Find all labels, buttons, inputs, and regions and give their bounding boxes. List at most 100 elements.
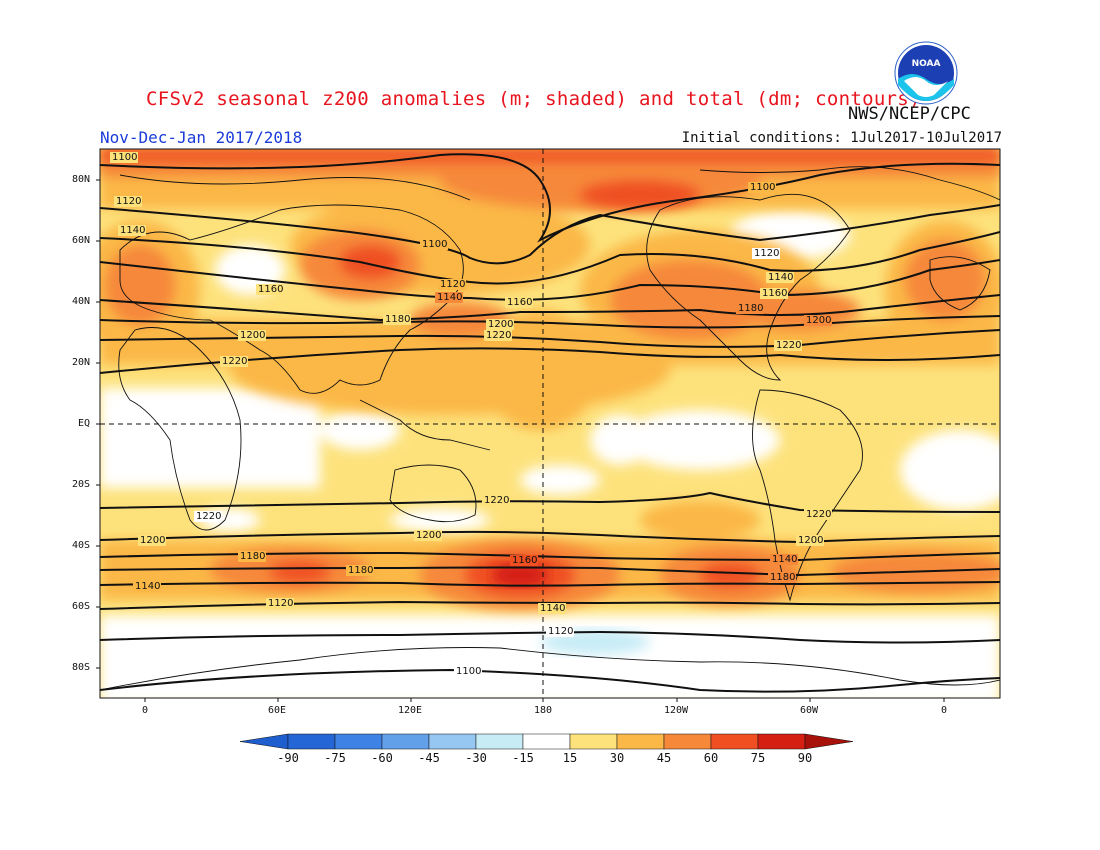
svg-text:1160: 1160 [512,555,537,566]
contour-label: 1140 [766,272,794,283]
contour-label: 1220 [220,356,248,367]
contour-label: 1220 [482,495,510,506]
contour-label: 1120 [546,626,574,637]
contour-label: 1220 [194,511,222,522]
svg-text:1200: 1200 [416,530,441,541]
lat-label: 80S [72,662,91,673]
contour-label: 1100 [420,239,448,250]
contour-label: 1200 [796,535,824,546]
colorbar-label: 30 [609,751,625,765]
svg-text:1200: 1200 [488,319,513,330]
contour-label: 1200 [138,535,166,546]
lon-label: 0 [941,705,948,716]
svg-text:1220: 1220 [222,356,247,367]
contour-label: 1160 [510,555,538,566]
contour-label: 1200 [414,530,442,541]
contour-label: 1120 [752,248,780,259]
colorbar-label: -45 [418,751,440,765]
svg-text:1120: 1120 [754,248,779,259]
contour-label: 1200 [486,319,514,330]
svg-text:1220: 1220 [484,495,509,506]
contour-label: 1160 [505,297,533,308]
contour-label: 1180 [768,572,796,583]
colorbar-label: -90 [277,751,299,765]
svg-text:1140: 1140 [120,225,145,236]
contour-label: 1220 [484,330,512,341]
shaded-anomalies [100,149,1000,698]
lat-label: 20N [72,357,91,368]
contour-label: 1180 [736,303,764,314]
colorbar-swatch [663,733,712,750]
colorbar-label: -60 [371,751,393,765]
colorbar-label: 15 [562,751,578,765]
contour-label: 1120 [266,598,294,609]
lon-label: 60W [800,705,819,716]
contour-label-group: 1100 1120 1140 1160 1180 1200 1220 1220 … [110,152,832,677]
lon-label: 120E [398,705,423,716]
colorbar-low-arrow [239,733,289,750]
colorbar-swatch [569,733,618,750]
svg-text:1120: 1120 [268,598,293,609]
contour-label: 1220 [804,509,832,520]
svg-text:1100: 1100 [456,666,481,677]
contour-label: 1100 [454,666,482,677]
svg-text:1140: 1140 [437,292,462,303]
svg-text:1120: 1120 [548,626,573,637]
colorbar-label: -30 [465,751,487,765]
colorbar-label: 75 [750,751,766,765]
colorbar-swatch [710,733,759,750]
svg-text:1200: 1200 [806,315,831,326]
reference-lines [100,149,1000,698]
colorbar-swatch [616,733,665,750]
contour-label: 1160 [256,284,284,295]
colorbar-swatch [757,733,806,750]
colorbar [239,733,854,750]
svg-text:1120: 1120 [116,196,141,207]
contour-label: 1200 [804,315,832,326]
season-label: Nov-Dec-Jan 2017/2018 [100,128,303,147]
colorbar-label: 45 [656,751,672,765]
svg-text:1140: 1140 [135,581,160,592]
svg-text:1140: 1140 [772,554,797,565]
colorbar-high-arrow [804,733,854,750]
svg-text:1180: 1180 [738,303,763,314]
svg-text:1120: 1120 [440,279,465,290]
contour-label: 1200 [238,330,266,341]
axis-ticks [96,179,945,702]
svg-text:1220: 1220 [196,511,221,522]
colorbar-swatch [475,733,524,750]
svg-text:1160: 1160 [258,284,283,295]
height-contours [100,153,1000,693]
contour-label: 1160 [760,288,788,299]
svg-text:1140: 1140 [540,603,565,614]
lon-label: 60E [268,705,287,716]
lat-label: 60N [72,235,91,246]
lat-label: 80N [72,174,91,185]
lat-label: 40S [72,540,91,551]
noaa-logo: NOAA [894,41,958,105]
contour-label: 1120 [114,196,142,207]
lat-label: EQ [78,418,91,429]
colorbar-swatch [522,733,571,750]
svg-text:1200: 1200 [240,330,265,341]
contour-label: 1140 [435,292,463,303]
lat-label: 40N [72,296,91,307]
colorbar-label: -75 [324,751,346,765]
agency-label: NWS/NCEP/CPC [848,104,971,124]
contour-label: 1140 [538,603,566,614]
svg-text:1220: 1220 [486,330,511,341]
lon-label: 180 [534,705,553,716]
svg-text:1100: 1100 [422,239,447,250]
contour-label: 1100 [110,152,138,163]
contour-label: 1100 [748,182,776,193]
svg-text:1180: 1180 [348,565,373,576]
contour-label: 1140 [770,554,798,565]
colorbar-label: 60 [703,751,719,765]
contour-label: 1180 [346,565,374,576]
svg-text:1200: 1200 [798,535,823,546]
logo-text: NOAA [912,59,941,69]
map-title: CFSv2 seasonal z200 anomalies (m; shaded… [146,88,921,110]
contour-label: 1140 [118,225,146,236]
svg-text:1180: 1180 [770,572,795,583]
